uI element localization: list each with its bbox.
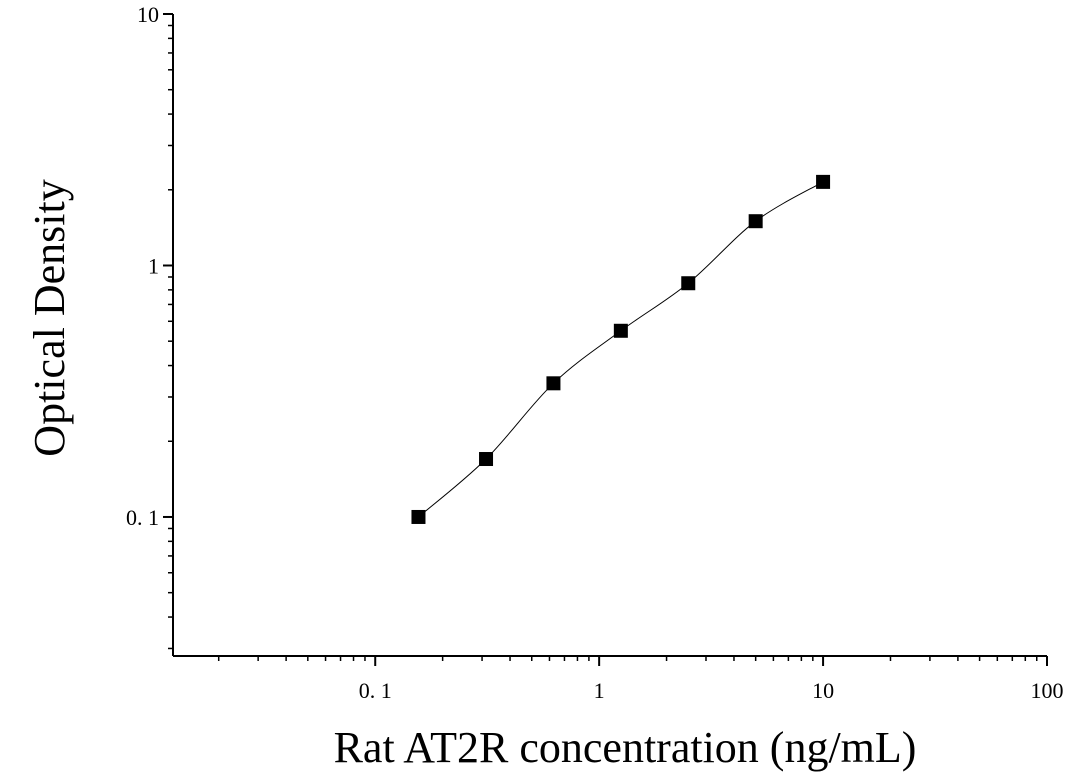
- y-axis-title: Optical Density: [25, 179, 74, 456]
- data-point: [613, 323, 628, 338]
- x-tick-label: 10: [812, 678, 834, 703]
- x-tick-label: 100: [1031, 678, 1064, 703]
- y-tick-label: 0. 1: [126, 505, 159, 530]
- x-tick-label: 1: [594, 678, 605, 703]
- data-point: [411, 509, 426, 524]
- data-point: [748, 214, 763, 229]
- x-tick-label: 0. 1: [359, 678, 392, 703]
- data-point: [681, 276, 696, 291]
- data-points: [411, 174, 831, 524]
- fit-curve: [418, 181, 824, 518]
- data-point: [546, 376, 561, 391]
- data-point: [816, 174, 831, 189]
- y-tick-label: 1: [148, 253, 159, 278]
- axes: 0. 1 1 10 100 0. 1 1 10: [126, 2, 1064, 703]
- y-tick-label: 10: [137, 2, 159, 27]
- data-point: [479, 452, 494, 467]
- x-axis-title: Rat AT2R concentration (ng/mL): [334, 723, 917, 772]
